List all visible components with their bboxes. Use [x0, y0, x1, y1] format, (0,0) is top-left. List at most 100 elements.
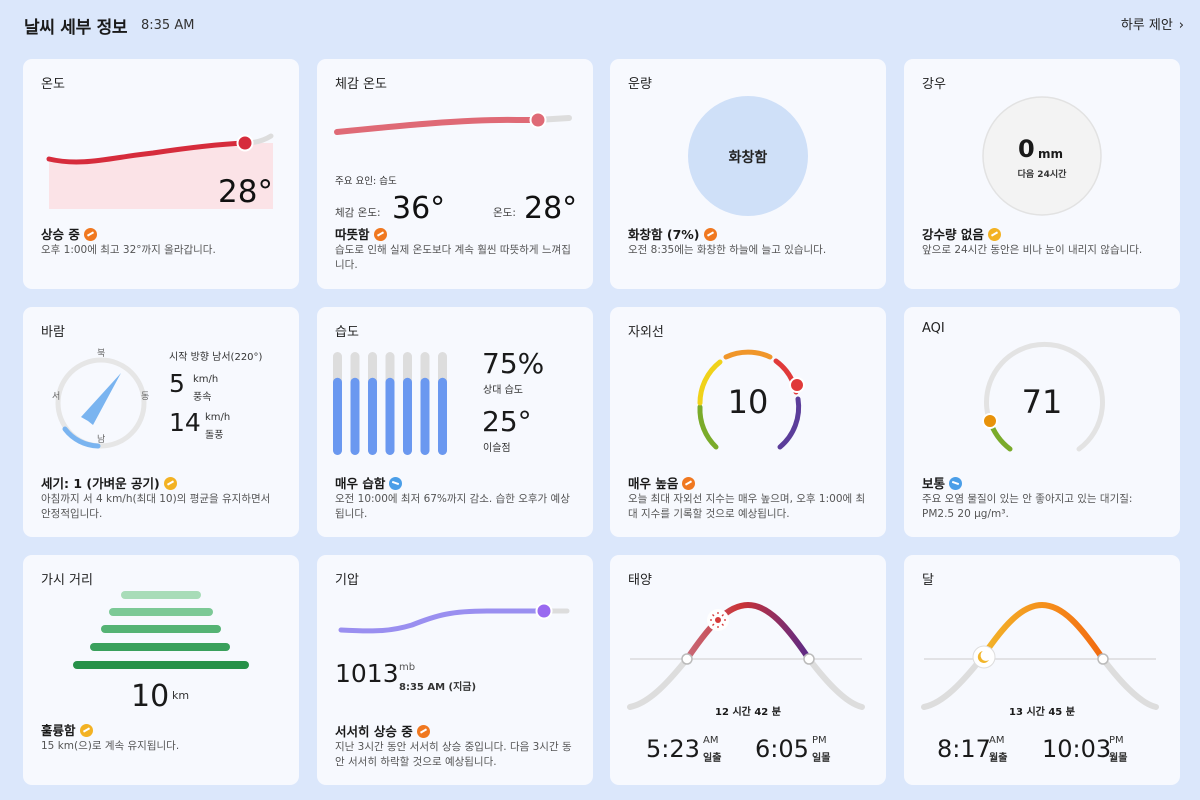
- wind-card[interactable]: 바람 북 남 동 서 시작 방향 남서(220°) 5 km/h 풍속 14 k…: [23, 307, 299, 537]
- wind-arrow-icon: [81, 373, 121, 425]
- uv-desc: 오늘 최대 자외선 지수는 매우 높으며, 오후 1:00에 최대 지수를 기록…: [628, 493, 866, 520]
- precipitation-disc: [982, 96, 1102, 216]
- visibility-card[interactable]: 가시 거리 10 km 훌륭함 15 km(으)로 계속 유지됩니다.: [23, 555, 299, 785]
- temperature-desc: 오후 1:00에 최고 32°까지 올라갑니다.: [41, 244, 216, 256]
- aqi-gauge: [982, 341, 1105, 452]
- wind-speed-label: 풍속: [193, 392, 212, 403]
- aqi-status: 보통: [922, 473, 963, 492]
- moonset-ampm: PM: [1109, 735, 1124, 746]
- sunrise-label: 일출: [703, 753, 722, 764]
- moon-path-graph: [921, 601, 1159, 710]
- feels-like-card[interactable]: 체감 온도 주요 요인: 습도 체감 온도: 36° 온도: 28° 따뜻함 습…: [317, 59, 593, 289]
- trend-steady-icon: [987, 228, 1001, 241]
- cloud-desc: 오전 8:35에는 화창한 하늘에 늘고 있습니다.: [628, 244, 827, 256]
- moon-card[interactable]: 달 13 시간 45 분 8:17 AM 월출 10:03 PM 월몰: [904, 555, 1180, 785]
- temperature-value: 28°: [218, 174, 273, 210]
- page-title: 날씨 세부 정보: [24, 18, 128, 38]
- card-title: 습도: [335, 325, 359, 340]
- page-time: 8:35 AM: [141, 18, 195, 33]
- wind-compass: [55, 357, 147, 449]
- sunset-time: 6:05: [755, 735, 809, 763]
- precipitation-amount: 0: [1018, 135, 1035, 163]
- status-text: 훌륭함: [41, 723, 76, 738]
- visibility-bar-2: [109, 608, 213, 616]
- humidity-desc: 오전 10:00에 최저 67%까지 감소. 습한 오후가 예상됩니다.: [335, 493, 570, 520]
- moon-path-night-left: [921, 656, 984, 710]
- feels-like-desc: 습도로 인해 실제 온도보다 계속 훨씬 따뜻하게 느껴집니다.: [335, 244, 571, 271]
- chevron-right-icon: ›: [1178, 18, 1184, 33]
- compass-east: 동: [141, 392, 150, 402]
- status-text: 화창함 (7%): [628, 227, 700, 242]
- status-text: 서서히 상승 중: [335, 724, 413, 739]
- status-text: 상승 중: [41, 227, 80, 242]
- humidity-bar-fill: [333, 377, 342, 455]
- wind-direction: 시작 방향 남서(220°): [169, 352, 263, 363]
- humidity-bar-fill: [368, 377, 377, 455]
- compass-north: 북: [97, 349, 106, 359]
- precipitation-card[interactable]: 강우 0 mm 다음 24시간 강수량 없음 앞으로 24시간 동안은 비나 눈…: [904, 59, 1180, 289]
- feels-like-marker: [529, 111, 547, 129]
- precipitation-status: 강수량 없음: [922, 224, 1001, 243]
- actual-temp-label: 온도:: [493, 207, 516, 219]
- trend-steady-icon: [79, 724, 93, 737]
- sunset-point: [803, 653, 815, 665]
- uv-arc-extreme: [777, 396, 802, 450]
- precipitation-unit: mm: [1038, 147, 1064, 161]
- aqi-marker: [982, 413, 998, 429]
- cloud-cover-label: 화창함: [728, 150, 768, 166]
- card-title: 체감 온도: [335, 77, 387, 92]
- temperature-card[interactable]: 온도 28° 상승 중 오후 1:00에 최고 32°까지 올라갑니다.: [23, 59, 299, 289]
- temperature-status: 상승 중: [41, 224, 97, 243]
- pressure-graph: [338, 602, 570, 634]
- aqi-value: 71: [1021, 383, 1063, 421]
- aqi-card[interactable]: AQI 71 보통 주요 오염 물질이 있는 안 좋아지고 있는 대기질: PM…: [904, 307, 1180, 537]
- visibility-value: 10: [131, 679, 170, 714]
- dew-point-label: 이슬점: [483, 443, 511, 454]
- wind-speed-value: 5: [169, 369, 185, 398]
- humidity-card[interactable]: 습도 75% 상대 습도 25° 이슬점 매우 습함 오전 10:00에 최저 …: [317, 307, 593, 537]
- uv-arc-high: [723, 349, 773, 360]
- pressure-card[interactable]: 기압 1013 mb 8:35 AM (지금) 서서히 상승 중 지난 3시간 …: [317, 555, 593, 785]
- uv-card[interactable]: 자외선 10 매우 높음 오늘 최대 자외선 지수는 매우 높으며, 오후 1:…: [610, 307, 886, 537]
- visibility-bar-4: [90, 643, 230, 651]
- visibility-desc: 15 km(으)로 계속 유지됩니다.: [41, 740, 180, 752]
- moonset-time: 10:03: [1042, 735, 1112, 763]
- cloud-cover-card[interactable]: 운량 화창함 화창함 (7%) 오전 8:35에는 화창한 하늘에 늘고 있습니…: [610, 59, 886, 289]
- status-text: 강수량 없음: [922, 227, 984, 242]
- feels-like-graph: [334, 111, 572, 135]
- sun-card[interactable]: 태양 12 시간 42 분 5:23 AM 일출 6:05 PM 일몰: [610, 555, 886, 785]
- pressure-line: [338, 608, 546, 634]
- trend-up-icon: [416, 725, 430, 738]
- moonrise-ampm: AM: [989, 735, 1005, 746]
- precipitation-period: 다음 24시간: [1017, 170, 1067, 180]
- temperature-area: [49, 143, 273, 209]
- trend-up-icon: [703, 228, 717, 241]
- sunrise-time: 5:23: [646, 735, 700, 763]
- sun-path-night-left: [627, 656, 690, 710]
- daily-suggestion-link[interactable]: 하루 제안 ›: [1121, 14, 1184, 33]
- trend-down-icon: [389, 477, 403, 490]
- feels-like-label: 체감 온도:: [335, 207, 381, 219]
- sun-icon: [715, 617, 721, 623]
- humidity-bar-fill: [420, 377, 430, 455]
- trend-down-icon: [949, 477, 963, 490]
- feels-like-value: 36°: [392, 191, 446, 226]
- trend-up-icon: [682, 477, 696, 490]
- daily-suggestion-label: 하루 제안: [1120, 18, 1173, 33]
- visibility-bars: [73, 591, 249, 669]
- card-title: 가시 거리: [41, 573, 93, 588]
- sun-rays: [710, 612, 726, 628]
- status-text: 매우 높음: [628, 476, 679, 491]
- card-title: 강우: [922, 77, 946, 92]
- trend-up-icon: [373, 228, 387, 241]
- moon-path-day: [978, 601, 1106, 662]
- wind-speed-unit: km/h: [193, 374, 219, 385]
- status-text: 매우 습함: [335, 476, 386, 491]
- humidity-status: 매우 습함: [335, 473, 403, 492]
- aqi-track: [984, 341, 1105, 452]
- humidity-bar-fill: [350, 377, 360, 455]
- humidity-label: 상대 습도: [483, 385, 523, 396]
- moonrise-label: 월출: [989, 753, 1008, 764]
- pressure-desc: 지난 3시간 동안 서서히 상승 중입니다. 다음 3시간 동안 서서히 하락할…: [335, 741, 572, 768]
- uv-status: 매우 높음: [628, 473, 696, 492]
